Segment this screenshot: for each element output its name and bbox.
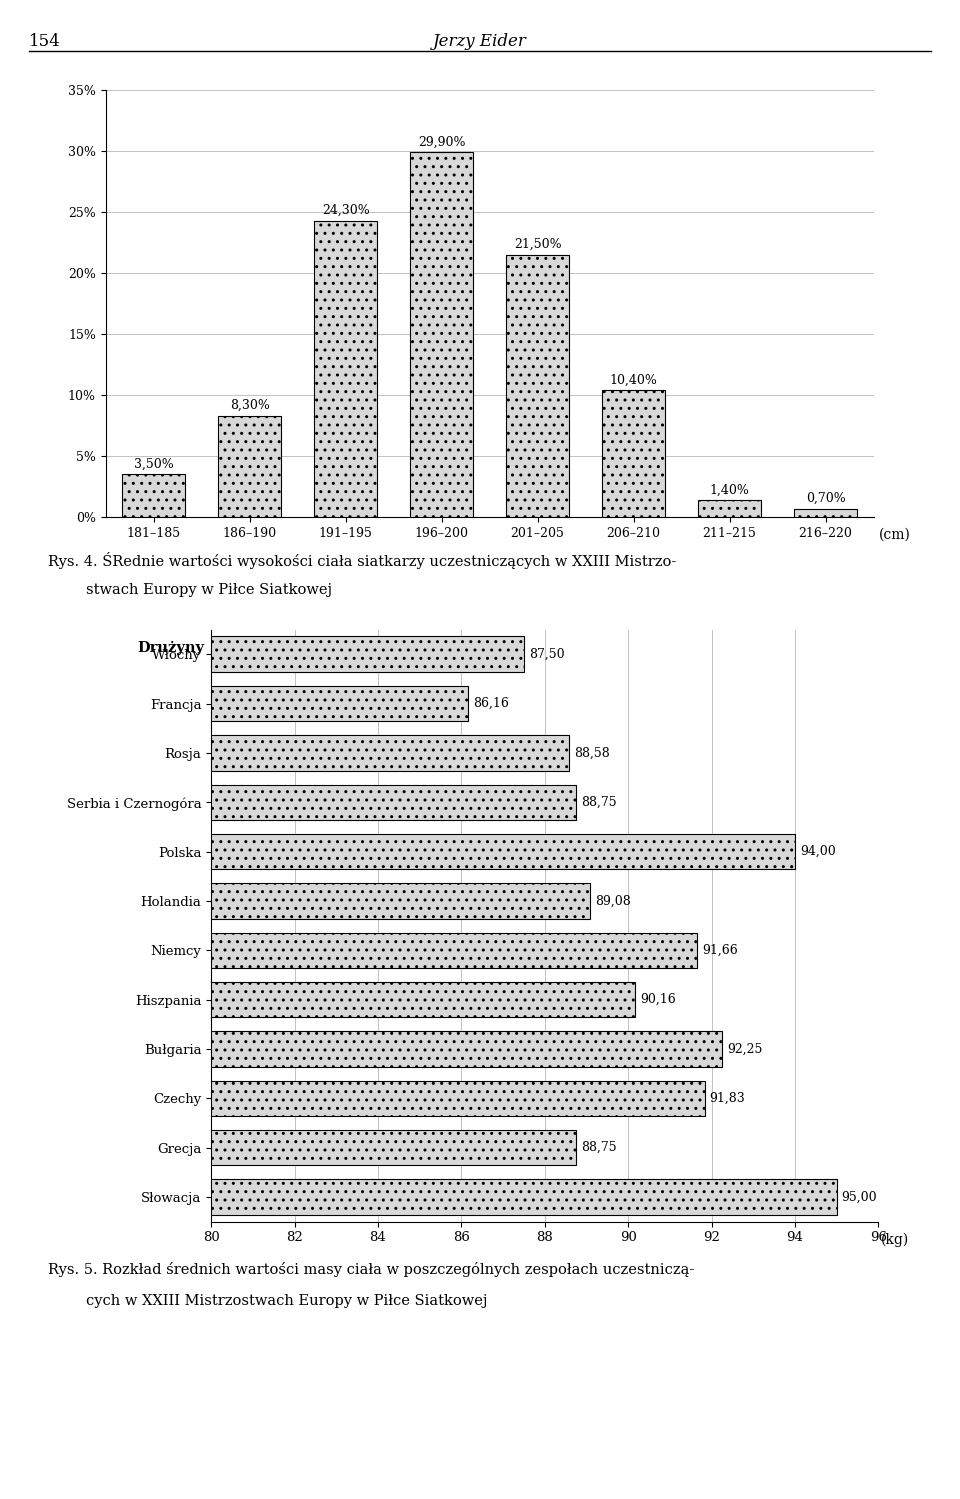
Bar [211, 982, 635, 1018]
Text: 3,50%: 3,50% [133, 457, 174, 471]
Text: 88,75: 88,75 [581, 1141, 616, 1154]
Text: 21,50%: 21,50% [514, 238, 562, 250]
Text: 95,00: 95,00 [842, 1190, 877, 1204]
Text: (kg): (kg) [881, 1232, 909, 1247]
Bar [698, 501, 760, 517]
Text: 0,70%: 0,70% [805, 492, 846, 505]
Text: 89,08: 89,08 [595, 895, 631, 907]
Bar [123, 475, 184, 517]
Text: (cm): (cm) [878, 528, 910, 541]
Text: 94,00: 94,00 [800, 845, 836, 857]
Text: Rys. 5. Rozkład średnich wartości masy ciała w poszczególnych zespołach uczestni: Rys. 5. Rozkład średnich wartości masy c… [48, 1262, 694, 1277]
Bar [795, 508, 856, 517]
Text: 8,30%: 8,30% [229, 399, 270, 412]
Text: 29,90%: 29,90% [418, 135, 466, 148]
Text: 86,16: 86,16 [473, 697, 509, 711]
Text: 88,58: 88,58 [574, 747, 610, 760]
Text: Drużyny: Drużyny [137, 642, 204, 655]
Bar [603, 390, 664, 517]
Text: 91,83: 91,83 [709, 1091, 745, 1105]
Bar [211, 1031, 722, 1067]
Text: Jerzy Eider: Jerzy Eider [433, 33, 527, 49]
Text: 90,16: 90,16 [640, 994, 676, 1006]
Bar [211, 784, 576, 820]
Text: Rys. 4. ŚRednie wartości wysokości ciała siatkarzy uczestniczących w XXIII Mistr: Rys. 4. ŚRednie wartości wysokości ciała… [48, 552, 676, 568]
Bar [211, 687, 468, 721]
Bar [411, 153, 472, 517]
Text: 91,66: 91,66 [703, 944, 738, 956]
Bar [211, 637, 524, 672]
Bar [314, 220, 376, 517]
Text: 87,50: 87,50 [529, 648, 564, 661]
Text: stwach Europy w Piłce Siatkowej: stwach Europy w Piłce Siatkowej [86, 583, 332, 597]
Text: 10,40%: 10,40% [610, 373, 658, 387]
Text: 154: 154 [29, 33, 60, 49]
Text: cych w XXIII Mistrzostwach Europy w Piłce Siatkowej: cych w XXIII Mistrzostwach Europy w Piłc… [86, 1294, 488, 1307]
Bar [211, 735, 569, 770]
Bar [211, 932, 697, 968]
Bar [219, 415, 280, 517]
Bar [211, 883, 589, 919]
Bar [211, 833, 795, 869]
Text: 92,25: 92,25 [727, 1042, 762, 1055]
Text: 88,75: 88,75 [581, 796, 616, 809]
Bar [211, 1081, 705, 1117]
Bar [507, 255, 568, 517]
Text: 24,30%: 24,30% [322, 204, 370, 217]
Bar [211, 1180, 837, 1214]
Text: 1,40%: 1,40% [709, 483, 750, 496]
Bar [211, 1130, 576, 1165]
